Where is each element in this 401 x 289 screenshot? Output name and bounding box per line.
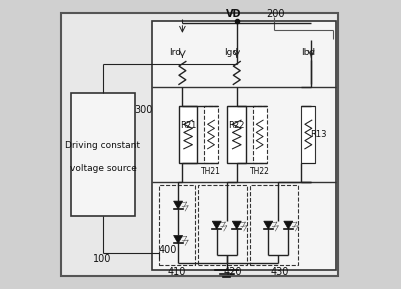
Bar — [252, 106, 266, 163]
Bar — [203, 106, 218, 163]
Bar — [300, 106, 315, 163]
Polygon shape — [173, 201, 182, 209]
Polygon shape — [232, 221, 241, 229]
Polygon shape — [283, 221, 292, 229]
Bar — [71, 93, 135, 216]
Bar — [249, 185, 298, 265]
Text: 430: 430 — [270, 267, 288, 277]
Text: VD: VD — [226, 9, 241, 19]
Text: R21: R21 — [180, 121, 196, 130]
Text: R13: R13 — [309, 130, 326, 139]
Bar — [227, 106, 245, 163]
Text: voltage source: voltage source — [69, 164, 136, 173]
Bar — [178, 106, 197, 163]
Text: TH21: TH21 — [200, 167, 221, 176]
Text: R22: R22 — [228, 121, 244, 130]
Bar — [152, 21, 335, 271]
Text: 420: 420 — [223, 267, 241, 277]
Text: 410: 410 — [167, 267, 185, 277]
Text: 400: 400 — [158, 245, 177, 255]
Text: 200: 200 — [265, 9, 284, 19]
Text: 100: 100 — [93, 254, 111, 264]
Text: Driving constant: Driving constant — [65, 141, 140, 151]
Text: TH22: TH22 — [249, 167, 269, 176]
Polygon shape — [212, 221, 221, 229]
Text: Ibd: Ibd — [300, 49, 315, 58]
Polygon shape — [173, 236, 182, 243]
Polygon shape — [263, 221, 272, 229]
Text: Igd: Igd — [223, 49, 237, 58]
Text: Ird: Ird — [169, 49, 181, 58]
Bar — [159, 185, 195, 265]
Bar — [198, 185, 246, 265]
Text: 300: 300 — [134, 105, 152, 115]
